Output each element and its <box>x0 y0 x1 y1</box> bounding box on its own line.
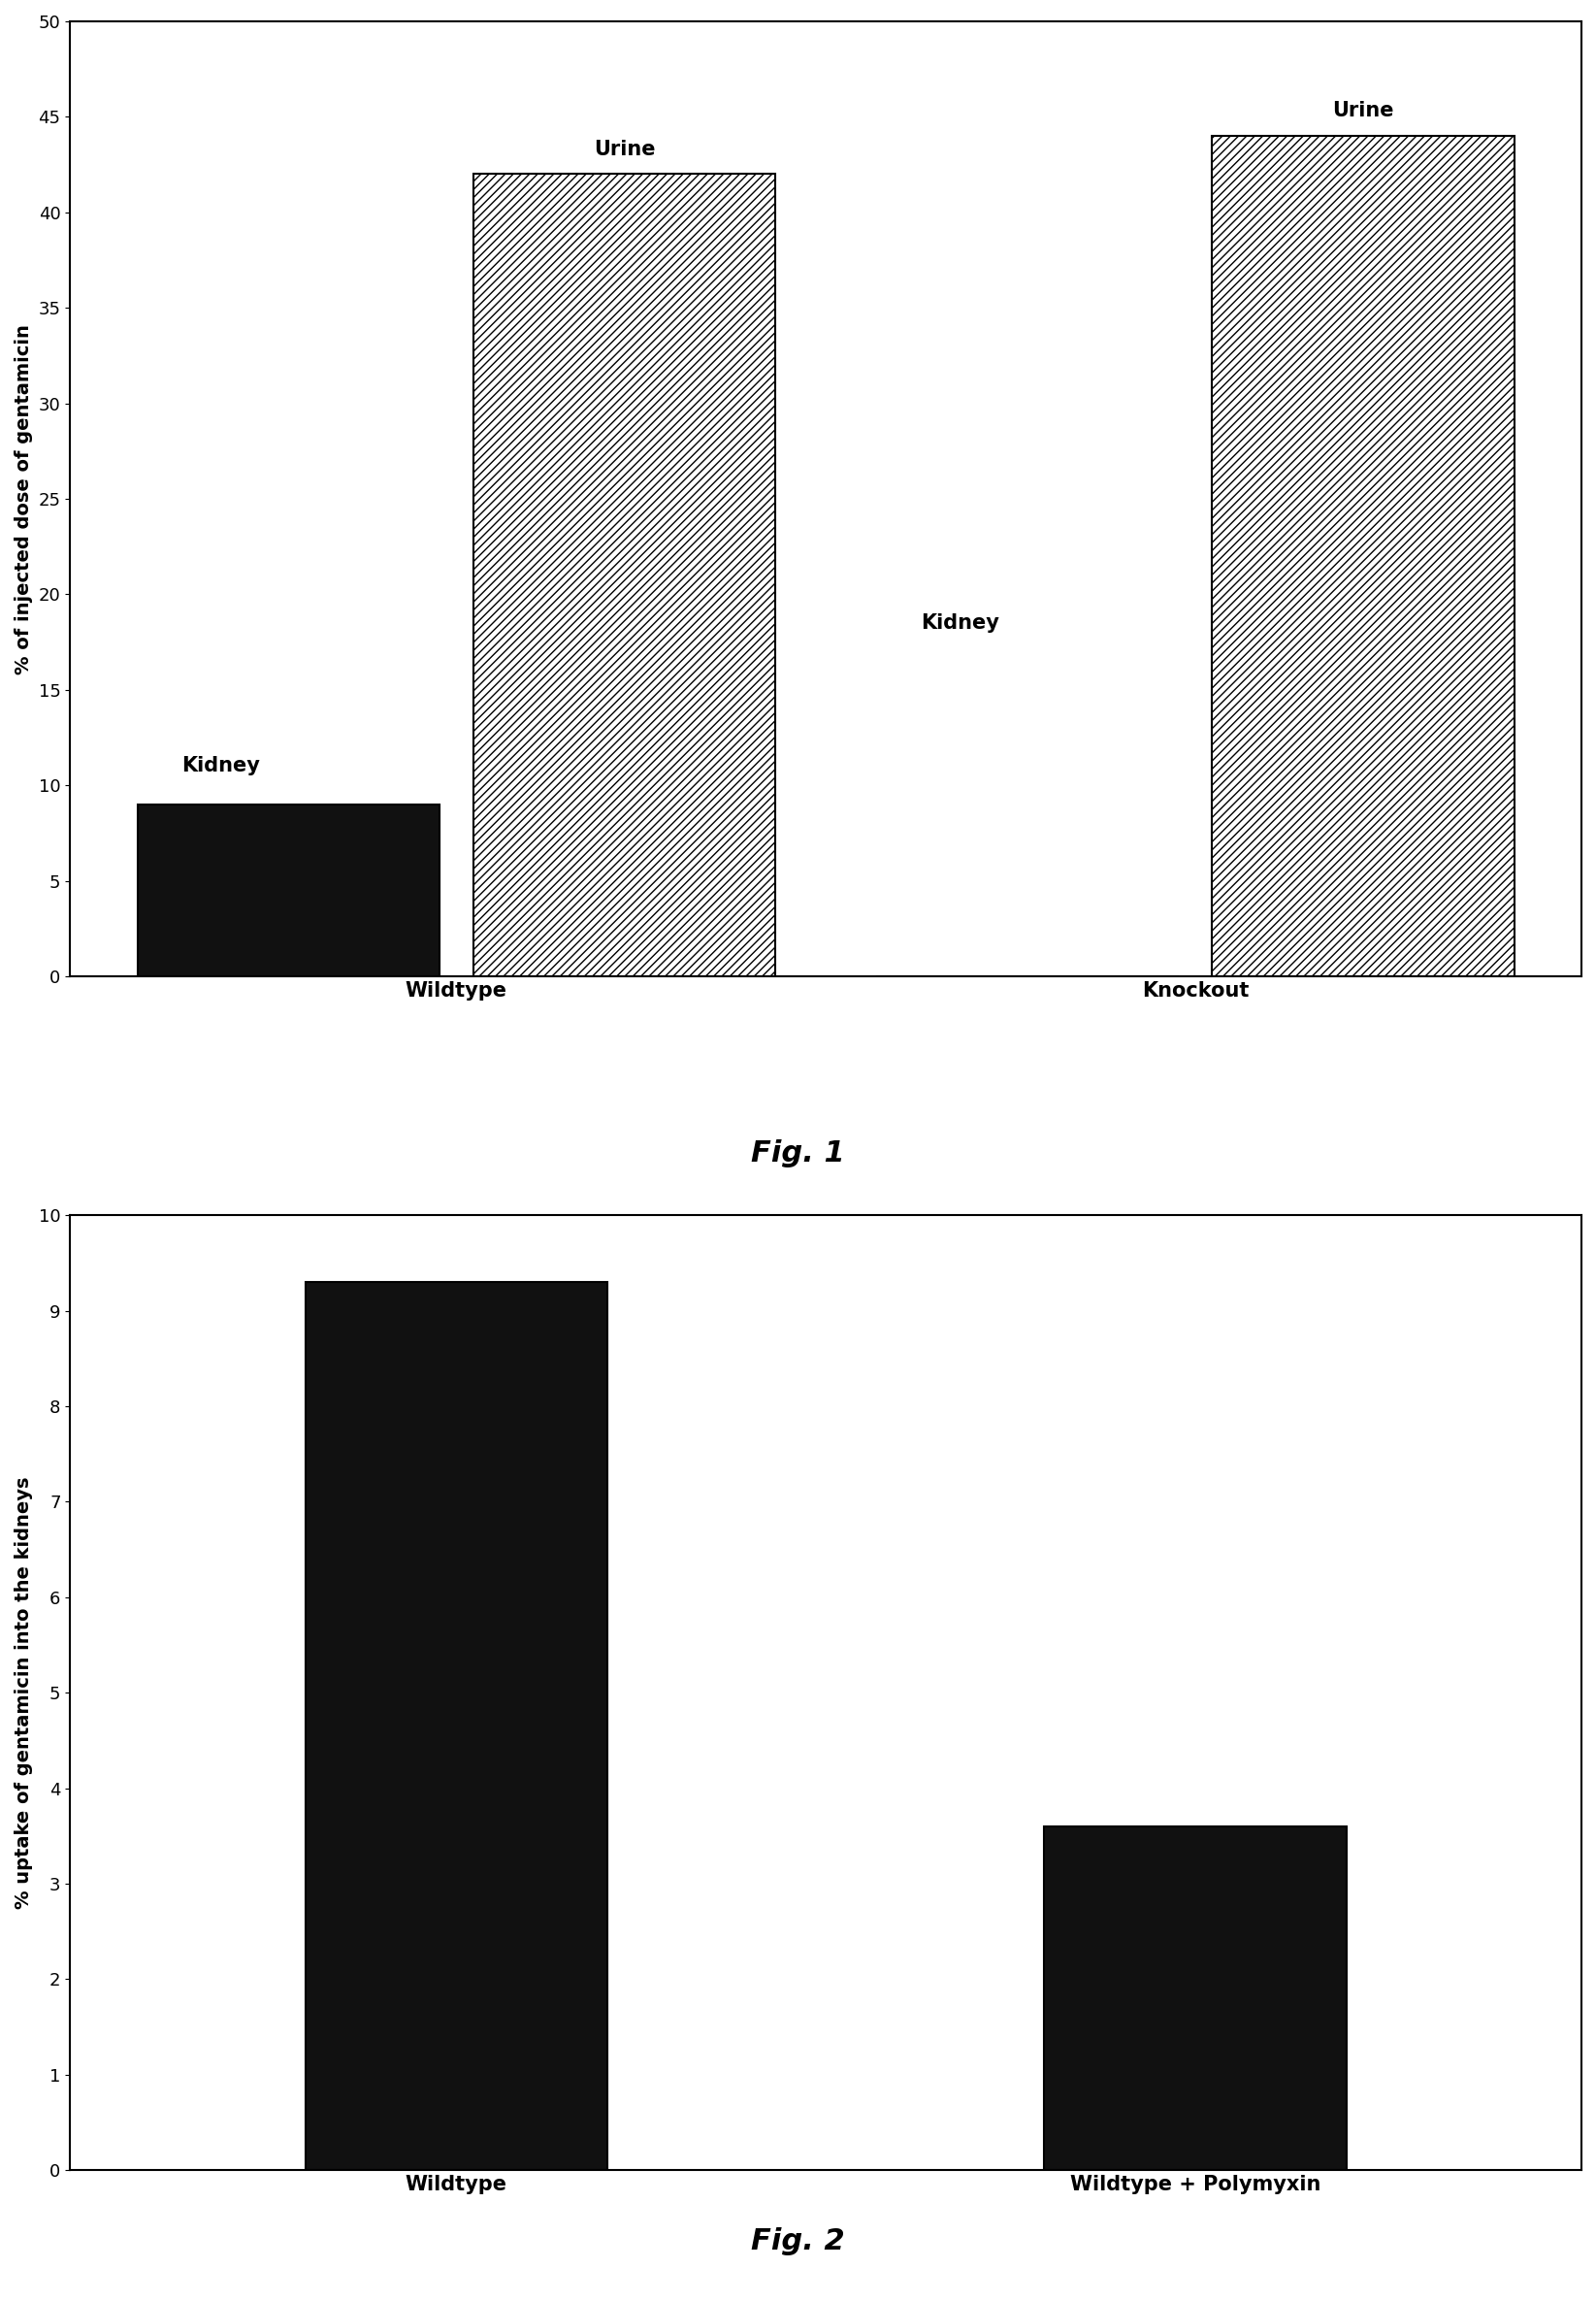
Bar <box>137 805 439 976</box>
Text: Kidney: Kidney <box>921 612 999 633</box>
Text: Fig. 1: Fig. 1 <box>752 1139 844 1167</box>
Bar <box>1044 1827 1347 2170</box>
Text: Urine: Urine <box>594 140 654 159</box>
Text: Urine: Urine <box>1333 101 1393 120</box>
Bar <box>472 175 776 976</box>
Text: Fig. 2: Fig. 2 <box>752 2227 844 2255</box>
Y-axis label: % uptake of gentamicin into the kidneys: % uptake of gentamicin into the kidneys <box>14 1477 34 1910</box>
Bar <box>305 1282 608 2170</box>
Bar <box>1211 136 1515 976</box>
Text: Kidney: Kidney <box>182 757 260 775</box>
Y-axis label: % of injected dose of gentamicin: % of injected dose of gentamicin <box>14 324 34 674</box>
